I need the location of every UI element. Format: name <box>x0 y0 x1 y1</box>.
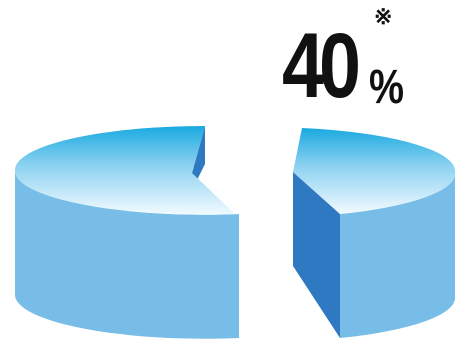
pie-slice-40 <box>293 128 456 338</box>
slice-60-side <box>14 170 239 339</box>
slice-60-top <box>14 126 239 215</box>
percentage-value: 40 <box>282 15 361 117</box>
highlight-percentage: 40 % ※ <box>282 6 422 120</box>
pie-slice-60 <box>14 126 239 339</box>
slice-40-top <box>293 128 456 214</box>
slice-60-cut-face <box>192 126 205 190</box>
reference-mark: ※ <box>374 4 393 29</box>
slice-40-side <box>340 172 456 338</box>
percent-sign: % <box>369 61 405 114</box>
slice-40-cut-face <box>293 172 340 338</box>
